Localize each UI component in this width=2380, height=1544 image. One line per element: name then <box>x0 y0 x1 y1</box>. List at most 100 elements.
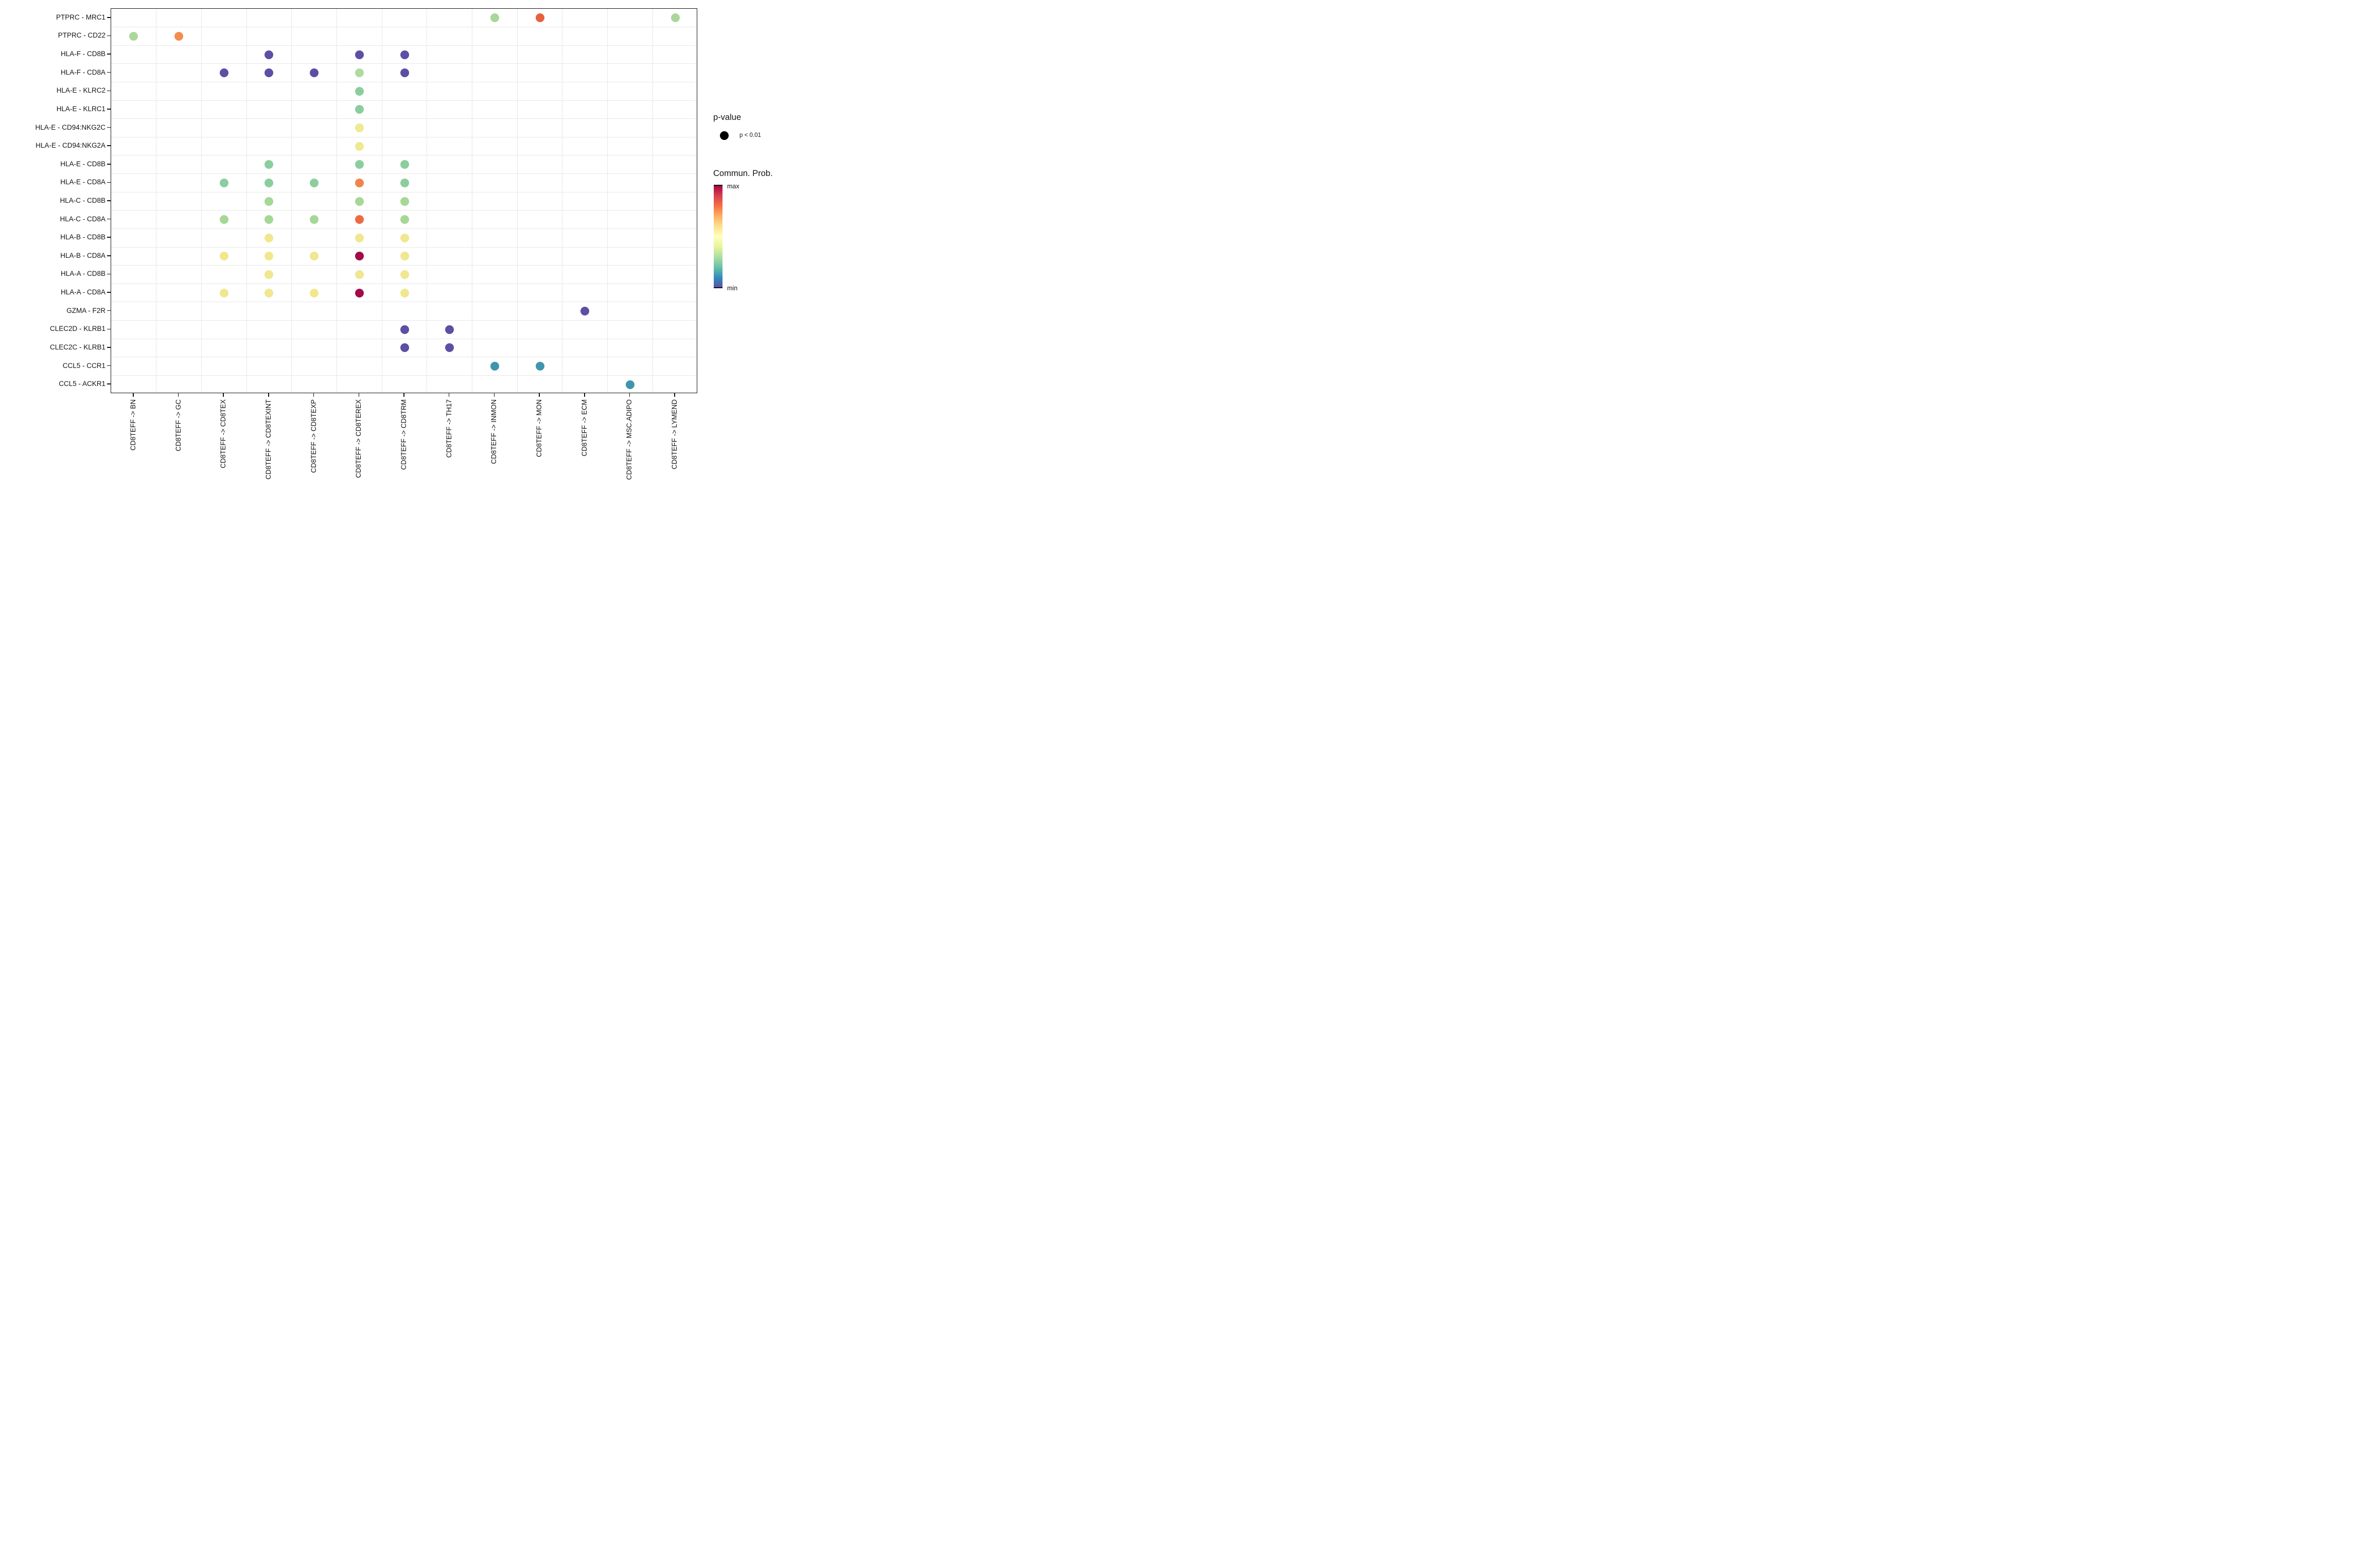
data-dot <box>129 31 138 41</box>
y-axis-label: GZMA - F2R <box>66 306 105 314</box>
gridline-horizontal <box>111 173 697 174</box>
data-dot <box>265 270 274 279</box>
x-axis-label: CD8TEFF -> BN <box>129 399 137 451</box>
x-axis-tick <box>674 393 675 397</box>
data-dot <box>310 68 319 78</box>
y-axis-label: HLA-E - CD8B <box>60 160 105 168</box>
x-axis-tick <box>358 393 360 397</box>
y-axis-tick <box>107 72 111 73</box>
data-dot <box>355 160 364 169</box>
gridline-horizontal <box>111 320 697 321</box>
x-axis-tick <box>313 393 314 397</box>
data-dot <box>265 288 274 297</box>
gridline-horizontal <box>111 45 697 46</box>
data-dot <box>265 252 274 261</box>
y-axis-label: CLEC2D - KLRB1 <box>49 325 105 333</box>
data-dot <box>445 325 454 334</box>
x-axis-label: CD8TEFF -> CD8TRM <box>400 399 408 470</box>
data-dot <box>219 178 228 187</box>
data-dot <box>490 13 499 23</box>
data-dot <box>400 343 409 353</box>
y-axis-tick <box>107 164 111 165</box>
data-dot <box>265 50 274 59</box>
x-axis-tick <box>178 393 179 397</box>
data-dot <box>400 178 409 187</box>
y-axis-tick <box>107 383 111 384</box>
y-axis-label: HLA-E - CD94:NKG2A <box>36 142 105 150</box>
y-axis-label: HLA-F - CD8B <box>60 50 105 58</box>
colorbar-legend-title: Commun. Prob. <box>713 169 773 178</box>
data-dot <box>400 252 409 261</box>
colorbar-max-tick <box>714 185 722 186</box>
data-dot <box>400 68 409 78</box>
y-axis-tick <box>107 255 111 256</box>
data-dot <box>580 307 590 316</box>
y-axis-tick <box>107 237 111 238</box>
data-dot <box>355 197 364 206</box>
gridline-horizontal <box>111 375 697 376</box>
gridline-horizontal <box>111 265 697 266</box>
gridline-vertical <box>291 9 292 393</box>
data-dot <box>355 215 364 224</box>
gridline-horizontal <box>111 118 697 119</box>
y-axis-tick <box>107 90 111 92</box>
pvalue-legend-title: p-value <box>713 113 742 122</box>
gridline-vertical <box>201 9 202 393</box>
pvalue-legend-dot-icon <box>720 131 729 140</box>
plot-panel <box>111 8 697 393</box>
gridline-vertical <box>517 9 518 393</box>
data-dot <box>400 288 409 297</box>
y-axis-label: CCL5 - CCR1 <box>62 361 105 370</box>
x-axis-tick <box>133 393 134 397</box>
data-dot <box>355 142 364 151</box>
data-dot <box>400 160 409 169</box>
y-axis-tick <box>107 127 111 128</box>
x-axis-label: CD8TEFF -> TH17 <box>445 399 453 458</box>
y-axis-tick <box>107 310 111 311</box>
y-axis-label: PTPRC - MRC1 <box>56 13 105 21</box>
gridline-horizontal <box>111 63 697 64</box>
y-axis-tick <box>107 35 111 37</box>
y-axis-tick <box>107 365 111 366</box>
x-axis-tick <box>629 393 630 397</box>
data-dot <box>355 105 364 114</box>
data-dot <box>355 50 364 59</box>
data-dot <box>625 380 634 389</box>
colorbar-min-tick <box>714 287 722 288</box>
gridline-horizontal <box>111 247 697 248</box>
y-axis-tick <box>107 273 111 275</box>
data-dot <box>490 362 499 371</box>
data-dot <box>355 68 364 78</box>
y-axis-label: HLA-C - CD8B <box>60 197 105 204</box>
data-dot <box>265 233 274 242</box>
y-axis-label: PTPRC - CD22 <box>58 31 105 40</box>
y-axis-tick <box>107 182 111 183</box>
y-axis-tick <box>107 17 111 18</box>
gridline-vertical <box>607 9 608 393</box>
y-axis-label: HLA-E - KLRC1 <box>56 104 105 113</box>
data-dot <box>265 215 274 224</box>
x-axis-tick <box>403 393 404 397</box>
y-axis-label: HLA-C - CD8A <box>60 215 105 223</box>
data-dot <box>265 178 274 187</box>
y-axis-label: HLA-E - CD94:NKG2C <box>35 123 105 131</box>
y-axis-label: HLA-A - CD8B <box>60 270 105 278</box>
colorbar-min-label: min <box>727 285 738 292</box>
pvalue-legend-label: p < 0.01 <box>739 132 761 138</box>
data-dot <box>400 215 409 224</box>
y-axis-label: HLA-B - CD8B <box>60 233 105 241</box>
x-axis-tick <box>268 393 269 397</box>
data-dot <box>535 13 544 23</box>
x-axis-label: CD8TEFF -> INMON <box>490 399 498 464</box>
data-dot <box>265 197 274 206</box>
data-dot <box>219 215 228 224</box>
x-axis-tick <box>448 393 450 397</box>
y-axis-label: HLA-B - CD8A <box>60 251 105 259</box>
data-dot <box>219 288 228 297</box>
dotplot-chart: p-value p < 0.01 Commun. Prob. max min P… <box>0 0 794 515</box>
data-dot <box>219 68 228 78</box>
data-dot <box>400 270 409 279</box>
x-axis-label: CD8TEFF -> CD8TEXINT <box>264 399 272 480</box>
gridline-horizontal <box>111 100 697 101</box>
data-dot <box>400 50 409 59</box>
